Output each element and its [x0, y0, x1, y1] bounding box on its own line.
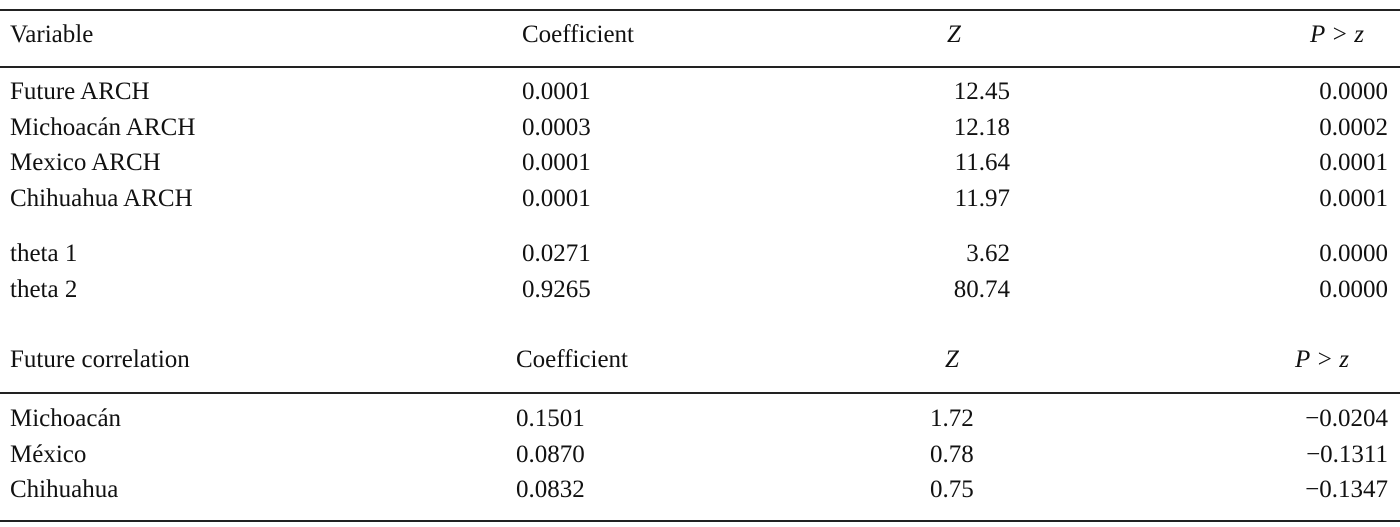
table-cell: −0.0204 [1305, 405, 1388, 432]
bottom-rule [0, 520, 1400, 522]
table-cell: 0.0001 [522, 149, 591, 176]
column-header: Coefficient [522, 21, 634, 48]
table-cell: 0.0001 [522, 78, 591, 105]
table-cell: 80.74 [953, 276, 1010, 303]
top-rule [0, 9, 1400, 11]
table-cell: 11.64 [954, 149, 1010, 176]
table-cell: 0.0002 [1319, 114, 1388, 141]
column-header: Z [945, 346, 959, 373]
table-cell: 0.78 [930, 441, 974, 468]
table-cell: −0.1311 [1306, 441, 1388, 468]
row-label: Chihuahua [10, 476, 119, 503]
row-label: México [10, 441, 87, 468]
row-label: theta 1 [10, 240, 78, 267]
column-header: Future correlation [10, 346, 190, 373]
table-cell: 3.62 [966, 240, 1010, 267]
table-cell: 12.45 [953, 78, 1010, 105]
row-label: Future ARCH [10, 78, 150, 105]
table-cell: 12.18 [953, 114, 1010, 141]
header-rule [0, 66, 1400, 68]
column-header: P > z [1310, 21, 1364, 48]
row-label: Chihuahua ARCH [10, 185, 193, 212]
table-cell: −0.1347 [1305, 476, 1388, 503]
column-header: Z [947, 21, 961, 48]
table-cell: 1.72 [930, 405, 974, 432]
table-cell: 0.0832 [516, 476, 585, 503]
table-cell: 0.0001 [522, 185, 591, 212]
column-header: P > z [1295, 346, 1349, 373]
row-label: theta 2 [10, 276, 78, 303]
table-cell: 0.0000 [1319, 240, 1388, 267]
table-cell: 0.0001 [1319, 149, 1388, 176]
row-label: Michoacán [10, 405, 122, 432]
column-header: Variable [10, 21, 94, 48]
table-cell: 0.0000 [1319, 78, 1388, 105]
table-cell: 0.9265 [522, 276, 591, 303]
row-label: Mexico ARCH [10, 149, 161, 176]
table-cell: 0.0870 [516, 441, 585, 468]
table-cell: 0.0271 [522, 240, 591, 267]
row-label: Michoacán ARCH [10, 114, 196, 141]
table-cell: 0.0001 [1319, 185, 1388, 212]
table-cell: 11.97 [954, 185, 1010, 212]
table-cell: 0.0003 [522, 114, 591, 141]
table-cell: 0.1501 [516, 405, 585, 432]
column-header: Coefficient [516, 346, 628, 373]
table-cell: 0.0000 [1319, 276, 1388, 303]
table-cell: 0.75 [930, 476, 974, 503]
header-rule [0, 392, 1400, 394]
